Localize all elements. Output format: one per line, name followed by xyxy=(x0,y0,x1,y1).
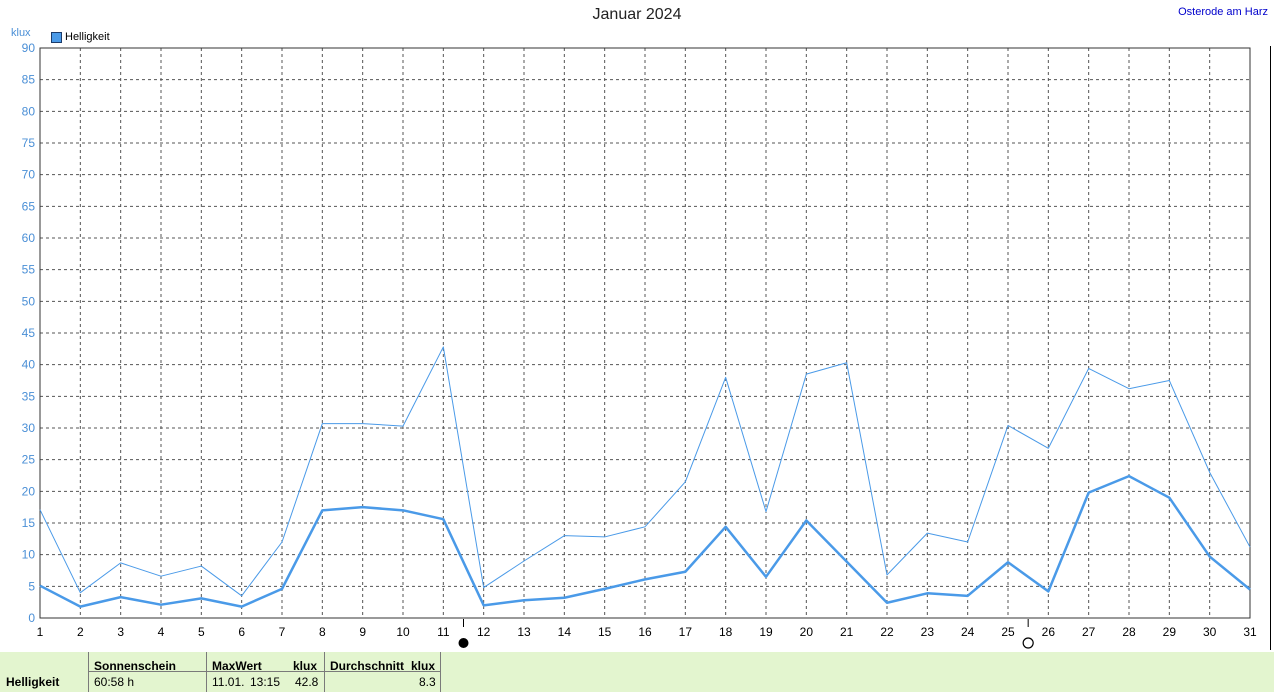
y-tick-label: 30 xyxy=(22,421,36,435)
x-tick-label: 18 xyxy=(719,625,733,639)
x-tick-label: 31 xyxy=(1243,625,1257,639)
y-tick-label: 25 xyxy=(22,453,36,467)
x-tick-label: 21 xyxy=(840,625,854,639)
series-line-max xyxy=(39,346,1251,597)
x-tick-label: 12 xyxy=(477,625,491,639)
summary-panel: Helligkeit Sonnenschein 60:58 h MaxWert … xyxy=(0,652,1274,692)
x-tick-label: 2 xyxy=(77,625,84,639)
y-tick-label: 0 xyxy=(28,611,35,625)
summary-row-label: Helligkeit xyxy=(6,675,60,689)
max-header: MaxWert xyxy=(212,659,262,673)
y-tick-label: 90 xyxy=(22,41,36,55)
y-tick-label: 80 xyxy=(22,104,36,118)
full-moon-icon xyxy=(1022,637,1034,649)
max-time: 13:15 xyxy=(250,675,281,689)
sunshine-value: 60:58 h xyxy=(94,675,135,689)
y-tick-label: 70 xyxy=(22,168,36,182)
chart-title: Januar 2024 xyxy=(592,6,682,23)
x-tick-label: 28 xyxy=(1122,625,1136,639)
x-tick-label: 10 xyxy=(396,625,410,639)
x-tick-label: 24 xyxy=(961,625,975,639)
y-tick-label: 5 xyxy=(28,579,35,593)
y-tick-label: 35 xyxy=(22,389,36,403)
right-border xyxy=(1270,46,1271,650)
x-tick-label: 16 xyxy=(638,625,652,639)
max-value: 42.8 xyxy=(295,675,319,689)
x-tick-label: 11 xyxy=(437,625,450,639)
x-tick-label: 7 xyxy=(279,625,286,639)
y-tick-label: 10 xyxy=(22,548,36,562)
summary-divider xyxy=(440,652,441,692)
series-line-average xyxy=(39,474,1251,608)
summary-header-divider xyxy=(88,671,440,672)
x-tick-label: 29 xyxy=(1163,625,1177,639)
max-date: 11.01. xyxy=(212,675,245,689)
x-tick-label: 13 xyxy=(517,625,531,639)
x-tick-label: 23 xyxy=(921,625,935,639)
x-tick-label: 30 xyxy=(1203,625,1217,639)
plot-frame xyxy=(39,47,1251,619)
x-tick-label: 26 xyxy=(1042,625,1056,639)
x-tick-label: 9 xyxy=(359,625,366,639)
x-tick-label: 19 xyxy=(759,625,773,639)
legend: Helligkeit xyxy=(51,31,110,43)
y-tick-label: 40 xyxy=(22,358,36,372)
summary-divider xyxy=(88,652,89,692)
y-tick-label: 60 xyxy=(22,231,36,245)
x-tick-label: 3 xyxy=(117,625,124,639)
max-unit: klux xyxy=(293,659,318,673)
x-tick-label: 15 xyxy=(598,625,612,639)
y-tick-label: 15 xyxy=(22,516,36,530)
x-tick-label: 20 xyxy=(800,625,814,639)
y-tick-label: 20 xyxy=(22,484,36,498)
new-moon-icon xyxy=(458,638,469,648)
sunshine-header: Sonnenschein xyxy=(94,659,177,673)
y-axis-unit: klux xyxy=(11,27,31,39)
x-tick-label: 1 xyxy=(37,625,44,639)
x-tick-label: 6 xyxy=(238,625,245,639)
x-tick-label: 5 xyxy=(198,625,205,639)
y-tick-label: 50 xyxy=(22,294,36,308)
x-tick-label: 27 xyxy=(1082,625,1096,639)
x-tick-label: 14 xyxy=(558,625,572,639)
location-link[interactable]: Osterode am Harz xyxy=(1178,6,1268,18)
x-tick-label: 4 xyxy=(158,625,165,639)
x-tick-label: 22 xyxy=(880,625,894,639)
y-tick-label: 65 xyxy=(22,199,36,213)
x-tick-label: 25 xyxy=(1001,625,1015,639)
avg-header: Durchschnitt xyxy=(330,659,405,673)
y-tick-label: 75 xyxy=(22,136,36,150)
summary-divider xyxy=(324,652,325,692)
avg-unit: klux xyxy=(411,659,436,673)
summary-divider xyxy=(206,652,207,692)
avg-value: 8.3 xyxy=(419,675,436,689)
y-tick-label: 55 xyxy=(22,263,36,277)
y-tick-label: 45 xyxy=(22,326,36,340)
legend-swatch xyxy=(51,31,62,43)
x-tick-label: 8 xyxy=(319,625,326,639)
x-tick-label: 17 xyxy=(679,625,693,639)
y-tick-label: 85 xyxy=(22,73,36,87)
legend-label: Helligkeit xyxy=(65,31,110,43)
